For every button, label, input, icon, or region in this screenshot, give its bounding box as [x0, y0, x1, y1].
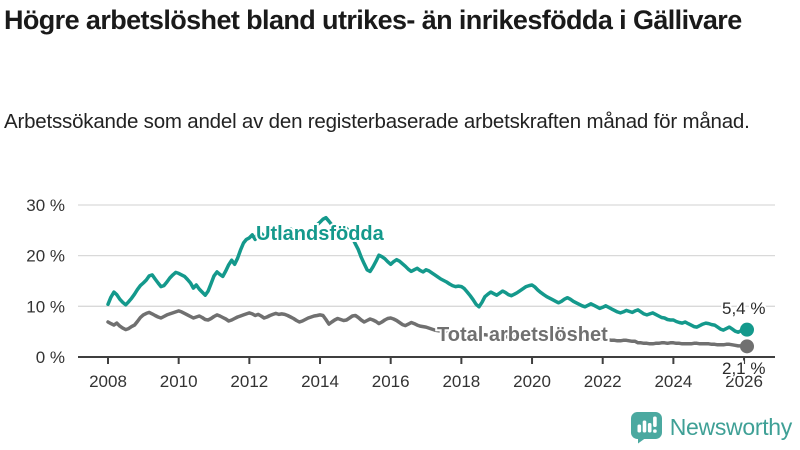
end-value-label-utlandsf-dda: 5,4 %: [722, 299, 765, 318]
x-axis-label-2024: 2024: [654, 372, 692, 391]
x-axis-label-2018: 2018: [442, 372, 480, 391]
chart-subtitle: Arbetssökande som andel av den registerb…: [4, 110, 750, 133]
axes: 0 % 10 % 20 % 30 % 2008 2010 2012 2014 2016 2018 2…: [26, 196, 775, 391]
x-axis-label-2010: 2010: [160, 372, 198, 391]
gridlines: [78, 204, 775, 307]
y-axis-label-20: 20 %: [26, 247, 65, 266]
x-axis-label-2026: 2026: [725, 372, 763, 391]
y-axis-label-10: 10 %: [26, 297, 65, 316]
x-axis-label-2016: 2016: [372, 372, 410, 391]
page-title: Högre arbetslöshet bland utrikes- än inr…: [4, 5, 742, 35]
end-dot-total-arbetsl-shet: [740, 339, 754, 354]
end-dot-utlandsf-dda: [740, 322, 754, 337]
series-label-utlandsf-dda: Utlandsfödda: [256, 223, 385, 245]
x-axis-label-2022: 2022: [584, 372, 622, 391]
line-total-arbetsl-shet: [106, 309, 749, 349]
line-utlandsf-dda: [106, 215, 749, 334]
x-axis-label-2008: 2008: [89, 372, 127, 391]
chart-labels: Utlandsfödda 5,4 % Total arbetslöshet 2,1 %: [254, 221, 767, 380]
newsworthy-logo[interactable]: Newsworthy: [630, 411, 792, 444]
y-axis-label-0: 0 %: [36, 348, 65, 367]
series-label-total-arbetsl-shet: Total arbetslöshet: [437, 324, 608, 346]
x-axis-label-2014: 2014: [301, 372, 339, 391]
x-axis-label-2012: 2012: [230, 372, 268, 391]
newsworthy-wordmark: Newsworthy: [669, 414, 793, 440]
y-axis-label-30: 30 %: [26, 196, 65, 215]
newsworthy-bubble-icon: [630, 412, 662, 444]
data-lines: [106, 215, 754, 354]
end-value-label-total-arbetsl-shet: 2,1 %: [722, 359, 765, 378]
x-axis-label-2020: 2020: [513, 372, 551, 391]
